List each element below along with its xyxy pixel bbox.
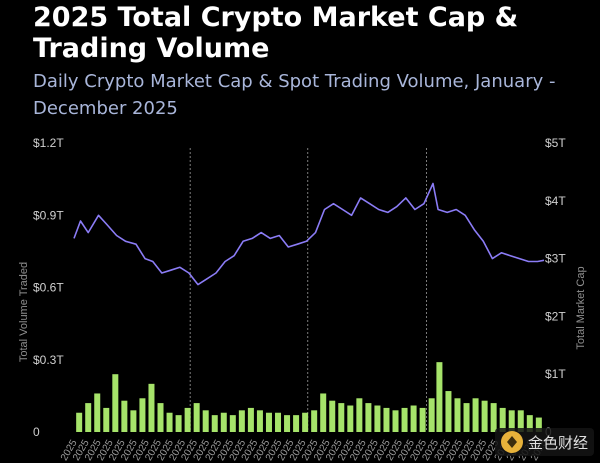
- volume-bar: [436, 362, 443, 432]
- chart-subtitle: Daily Crypto Market Cap & Spot Trading V…: [33, 71, 556, 119]
- coin-logo-icon: [500, 431, 523, 453]
- volume-bar: [356, 398, 363, 432]
- y-right-tick-label: $1T: [545, 367, 566, 381]
- y-right-tick-label: $4T: [545, 194, 566, 208]
- volume-bar: [401, 407, 408, 432]
- volume-bar: [211, 415, 218, 432]
- volume-bar: [293, 415, 300, 432]
- volume-bar: [275, 412, 282, 432]
- volume-bar: [472, 398, 479, 432]
- volume-bar: [193, 403, 200, 432]
- volume-bar: [202, 410, 209, 432]
- volume-bar: [383, 407, 390, 432]
- volume-bar: [175, 415, 182, 432]
- volume-bar: [112, 374, 119, 432]
- volume-bar: [121, 400, 128, 432]
- volume-bar: [284, 415, 291, 432]
- chart-title: 2025 Total Crypto Market Cap & Trading V…: [33, 2, 519, 64]
- watermark-text: 金色财经: [527, 433, 588, 452]
- volume-bar: [184, 407, 191, 432]
- volume-bar: [499, 407, 506, 432]
- volume-bar: [76, 412, 83, 432]
- volume-bar: [490, 403, 497, 432]
- volume-bar: [85, 403, 92, 432]
- y-left-tick-label: $0.3T: [33, 353, 64, 367]
- y-left-tick-label: $0.6T: [33, 281, 64, 295]
- volume-bar: [338, 403, 345, 432]
- volume-bar: [347, 405, 354, 432]
- volume-bar: [419, 407, 426, 432]
- volume-bar: [320, 393, 327, 432]
- y-left-tick-label: $1.2T: [33, 136, 64, 150]
- volume-bar: [103, 407, 110, 432]
- volume-bar: [148, 383, 155, 432]
- volume-bar: [238, 410, 245, 432]
- volume-bar: [166, 412, 173, 432]
- y-left-axis-title: Total Volume Traded: [18, 262, 30, 362]
- y-right-tick-label: $2T: [545, 309, 566, 323]
- volume-bar: [428, 398, 435, 432]
- volume-bar: [410, 405, 417, 432]
- volume-bar: [508, 410, 515, 432]
- watermark: 金色财经: [494, 428, 594, 456]
- volume-bar: [157, 403, 164, 432]
- volume-bar: [329, 400, 336, 432]
- volume-bar: [256, 410, 263, 432]
- volume-bar: [535, 417, 542, 432]
- y-right-tick-label: $3T: [545, 252, 566, 266]
- volume-bar: [517, 410, 524, 432]
- volume-bar: [481, 400, 488, 432]
- volume-bar: [365, 403, 372, 432]
- y-right-axis-title: Total Market Cap: [575, 266, 587, 349]
- volume-bar: [311, 410, 318, 432]
- volume-bar: [445, 391, 452, 432]
- market-cap-line: [73, 182, 545, 286]
- volume-bar: [463, 403, 470, 432]
- volume-bar: [229, 415, 236, 432]
- volume-bar: [247, 407, 254, 432]
- volume-bar: [265, 412, 272, 432]
- volume-bar: [302, 412, 309, 432]
- volume-bar: [526, 415, 533, 432]
- volume-bar: [454, 398, 461, 432]
- volume-bar: [94, 393, 101, 432]
- y-left-tick-label: $0.9T: [33, 208, 64, 222]
- y-right-tick-label: $5T: [545, 136, 566, 150]
- y-left-tick-label: 0: [33, 425, 40, 439]
- volume-bar: [139, 398, 146, 432]
- volume-bar: [392, 410, 399, 432]
- volume-bar: [220, 412, 227, 432]
- volume-bar: [374, 405, 381, 432]
- volume-bar: [130, 410, 137, 432]
